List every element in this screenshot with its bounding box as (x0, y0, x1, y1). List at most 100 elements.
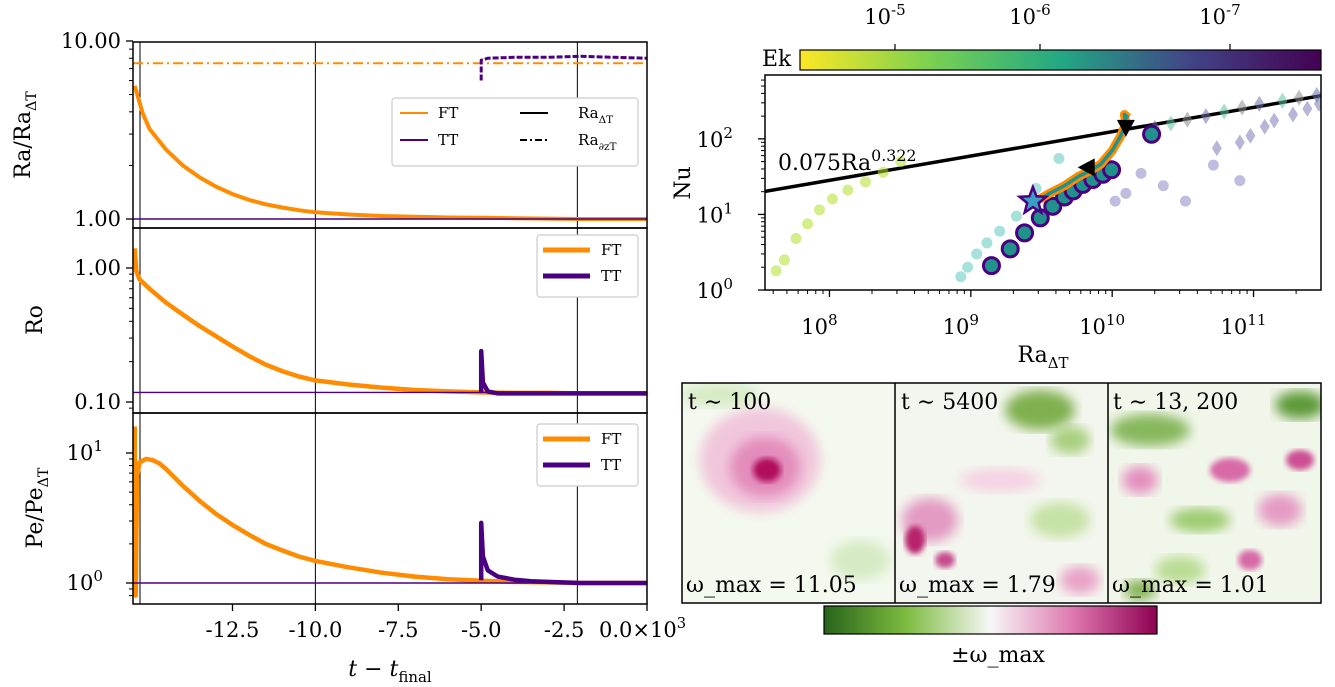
data-point (790, 233, 802, 245)
y-axis-label: Nu (671, 166, 696, 199)
nu-frame (764, 74, 1322, 291)
panel-ro: 0.10 1.00 Ro FT TT (23, 227, 648, 414)
data-point (955, 271, 967, 283)
x-tick-label: 0.0×103 (599, 615, 686, 642)
x-tick-label: -7.5 (378, 618, 419, 642)
series-line-tt (478, 520, 647, 586)
data-point-diamond (1269, 112, 1280, 129)
data-point (1053, 152, 1065, 164)
data-point (1109, 195, 1121, 207)
data-point (1234, 175, 1246, 187)
x-tick-label: -12.5 (206, 618, 260, 642)
colorbar-tick-label: 10-6 (1009, 1, 1050, 29)
data-point-diamond (1219, 103, 1230, 120)
legend: FT TT (536, 423, 639, 487)
data-point (981, 237, 993, 249)
data-point-diamond (1254, 95, 1265, 112)
snapshot-1-image (682, 383, 895, 603)
legend-label: FT (438, 104, 458, 122)
snapshot-3-omega-label: ω_max = 1.01 (1112, 573, 1269, 598)
y-tick-label: 100 (67, 567, 103, 595)
data-point-diamond (1165, 115, 1176, 132)
data-point-diamond (1302, 100, 1313, 117)
legend-box (536, 423, 639, 487)
legend-label: Ra∂zT (578, 131, 617, 153)
x-tick-label: 1010 (1079, 311, 1125, 339)
y-axis-label: Pe/PeΔT (23, 467, 52, 548)
legend-label: TT (601, 267, 621, 285)
data-point (778, 254, 790, 266)
panel-ra-ratio: 1.00 10.00 Ra/RaΔT FT TT RaΔT Ra∂zT (11, 29, 648, 231)
panel-pe: 100 101 Pe/PeΔT FT TT -12.5 -10.0 -7.5 -5.0 -2.5 0… (23, 412, 686, 686)
y-tick-label: 101 (67, 437, 103, 465)
x-axis-label: t − tfinal (348, 657, 432, 686)
data-point (895, 156, 907, 168)
y-tick-label: 10.00 (61, 29, 121, 53)
data-point (842, 184, 854, 196)
data-point-diamond (1245, 127, 1256, 144)
left-time-series-panels: 1.00 10.00 Ra/RaΔT FT TT RaΔT Ra∂zT 0.10 1.00 Ro F… (11, 29, 686, 686)
snapshot-2-image (895, 383, 1108, 603)
data-point (1179, 195, 1191, 207)
legend-label: TT (601, 456, 621, 474)
x-axis-label: RaΔT (1018, 343, 1069, 372)
colorbar-tick-label: 10-5 (864, 1, 905, 29)
data-point-diamond (1237, 99, 1248, 116)
legend-label: RaΔT (578, 104, 613, 126)
y-tick-label: 100 (697, 275, 733, 303)
data-point-diamond (1234, 134, 1245, 151)
data-point-diamond (1311, 87, 1321, 104)
tt-data-point (1000, 239, 1020, 259)
data-point (971, 248, 983, 260)
vorticity-colorbar-label: ±ω_max (951, 643, 1045, 668)
tt-data-point (1102, 160, 1122, 180)
x-tick-label: 108 (801, 311, 837, 339)
y-axis-label: Ro (23, 305, 48, 335)
x-tick-label: -10.0 (288, 618, 342, 642)
fit-label: 0.075Ra0.322 (778, 146, 917, 176)
vorticity-snapshots: t ∼ 100 t ∼ 5400 t ∼ 13, 200 ω_max = 11.… (681, 382, 1322, 668)
x-tick-label: 109 (943, 311, 979, 339)
y-tick-label: 0.10 (74, 390, 121, 414)
data-point (770, 265, 782, 277)
series-line-tt (479, 54, 648, 81)
panel-frame (132, 412, 648, 605)
legend-label: FT (601, 430, 621, 448)
data-point-diamond (1259, 118, 1270, 135)
data-point (962, 261, 974, 273)
x-tick-label: 1011 (1221, 311, 1267, 339)
snapshot-1-omega-label: ω_max = 11.05 (686, 573, 857, 598)
y-tick-label: 1.00 (74, 256, 121, 280)
data-point (1207, 159, 1219, 171)
left-triangle-marker (1077, 158, 1095, 177)
tt-data-point (1015, 223, 1035, 243)
data-point-diamond (1211, 140, 1222, 157)
snapshot-frame (681, 382, 1322, 604)
snapshot-3-image (1108, 383, 1321, 603)
snapshot-1-time-label: t ∼ 100 (688, 390, 771, 415)
data-point-diamond (1277, 92, 1288, 109)
y-axis-label: Ra/RaΔT (11, 91, 40, 179)
data-point-diamond (1313, 95, 1321, 112)
ek-colorbar (799, 49, 1322, 71)
y-tick-label: 1.00 (74, 207, 121, 231)
x-tick-label: -2.5 (544, 618, 585, 642)
snapshot-2-time-label: t ∼ 5400 (901, 390, 998, 415)
data-point (1157, 180, 1169, 192)
data-point (860, 176, 872, 188)
data-point (826, 193, 838, 205)
tt-data-point (1142, 124, 1162, 144)
tt-data-point (981, 256, 1001, 276)
data-point-diamond (1200, 108, 1211, 125)
nu-plot-area (765, 87, 1321, 283)
snapshot-3-time-label: t ∼ 13, 200 (1113, 390, 1238, 415)
data-point-diamond (1182, 111, 1193, 128)
legend: FT TT RaΔT Ra∂zT (391, 97, 639, 167)
legend-label: TT (438, 131, 458, 149)
down-triangle-marker (1116, 119, 1135, 137)
data-point (802, 218, 814, 230)
colorbar-label: Ek (762, 47, 792, 72)
legend: FT TT (536, 234, 639, 298)
